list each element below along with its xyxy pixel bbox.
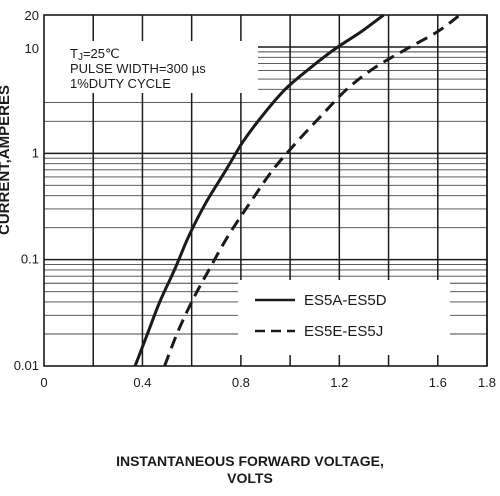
y-axis-label: CURRENT,AMPERES — [0, 85, 13, 235]
y-tick-label: 0.01 — [14, 358, 39, 373]
series-line-es5e-es5j — [163, 13, 461, 367]
y-tick-labels: 0.01 0.1 1 10 20 — [14, 8, 39, 373]
plot-frame — [43, 14, 488, 367]
y-tick-label: 10 — [25, 41, 39, 56]
x-axis-label-line1: INSTANTANEOUS FORWARD VOLTAGE, — [116, 453, 384, 469]
x-tick-label: 0.4 — [133, 375, 151, 390]
y-tick-label: 1 — [32, 145, 39, 160]
x-tick-label: 1.8 — [478, 375, 496, 390]
x-tick-label: 0.8 — [232, 375, 250, 390]
y-tick-label: 20 — [25, 8, 39, 23]
x-tick-label: 1.2 — [330, 375, 348, 390]
legend-label-es5a-es5d: ES5A-ES5D — [304, 292, 387, 309]
x-axis-label-line2: VOLTS — [227, 470, 273, 486]
condition-duty-cycle: 1%DUTY CYCLE — [70, 76, 171, 91]
minor-grid — [44, 51, 487, 335]
condition-pulse-width: PULSE WIDTH=300 µs — [70, 61, 206, 76]
series-layer — [133, 13, 461, 367]
series-line-es5a-es5d — [133, 13, 385, 367]
conditions-box — [44, 41, 258, 93]
x-tick-labels: 0 0.4 0.8 1.2 1.6 1.8 — [40, 375, 496, 390]
legend-box — [238, 280, 450, 355]
x-tick-label: 0 — [40, 375, 47, 390]
condition-temperature: TJ=25℃ — [70, 46, 120, 63]
y-tick-label: 0.1 — [21, 252, 39, 267]
x-tick-label: 1.6 — [429, 375, 447, 390]
legend-label-es5e-es5j: ES5E-ES5J — [304, 323, 383, 340]
